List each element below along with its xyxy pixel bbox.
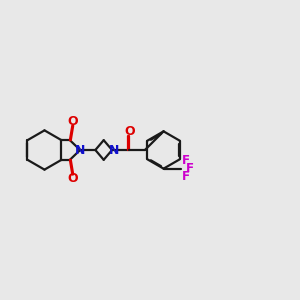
Text: F: F [182, 170, 190, 183]
Text: O: O [124, 125, 134, 138]
Text: O: O [68, 115, 78, 128]
Text: F: F [186, 162, 194, 175]
Text: N: N [109, 143, 119, 157]
Text: O: O [68, 172, 78, 185]
Text: F: F [182, 154, 190, 167]
Text: N: N [75, 143, 85, 157]
